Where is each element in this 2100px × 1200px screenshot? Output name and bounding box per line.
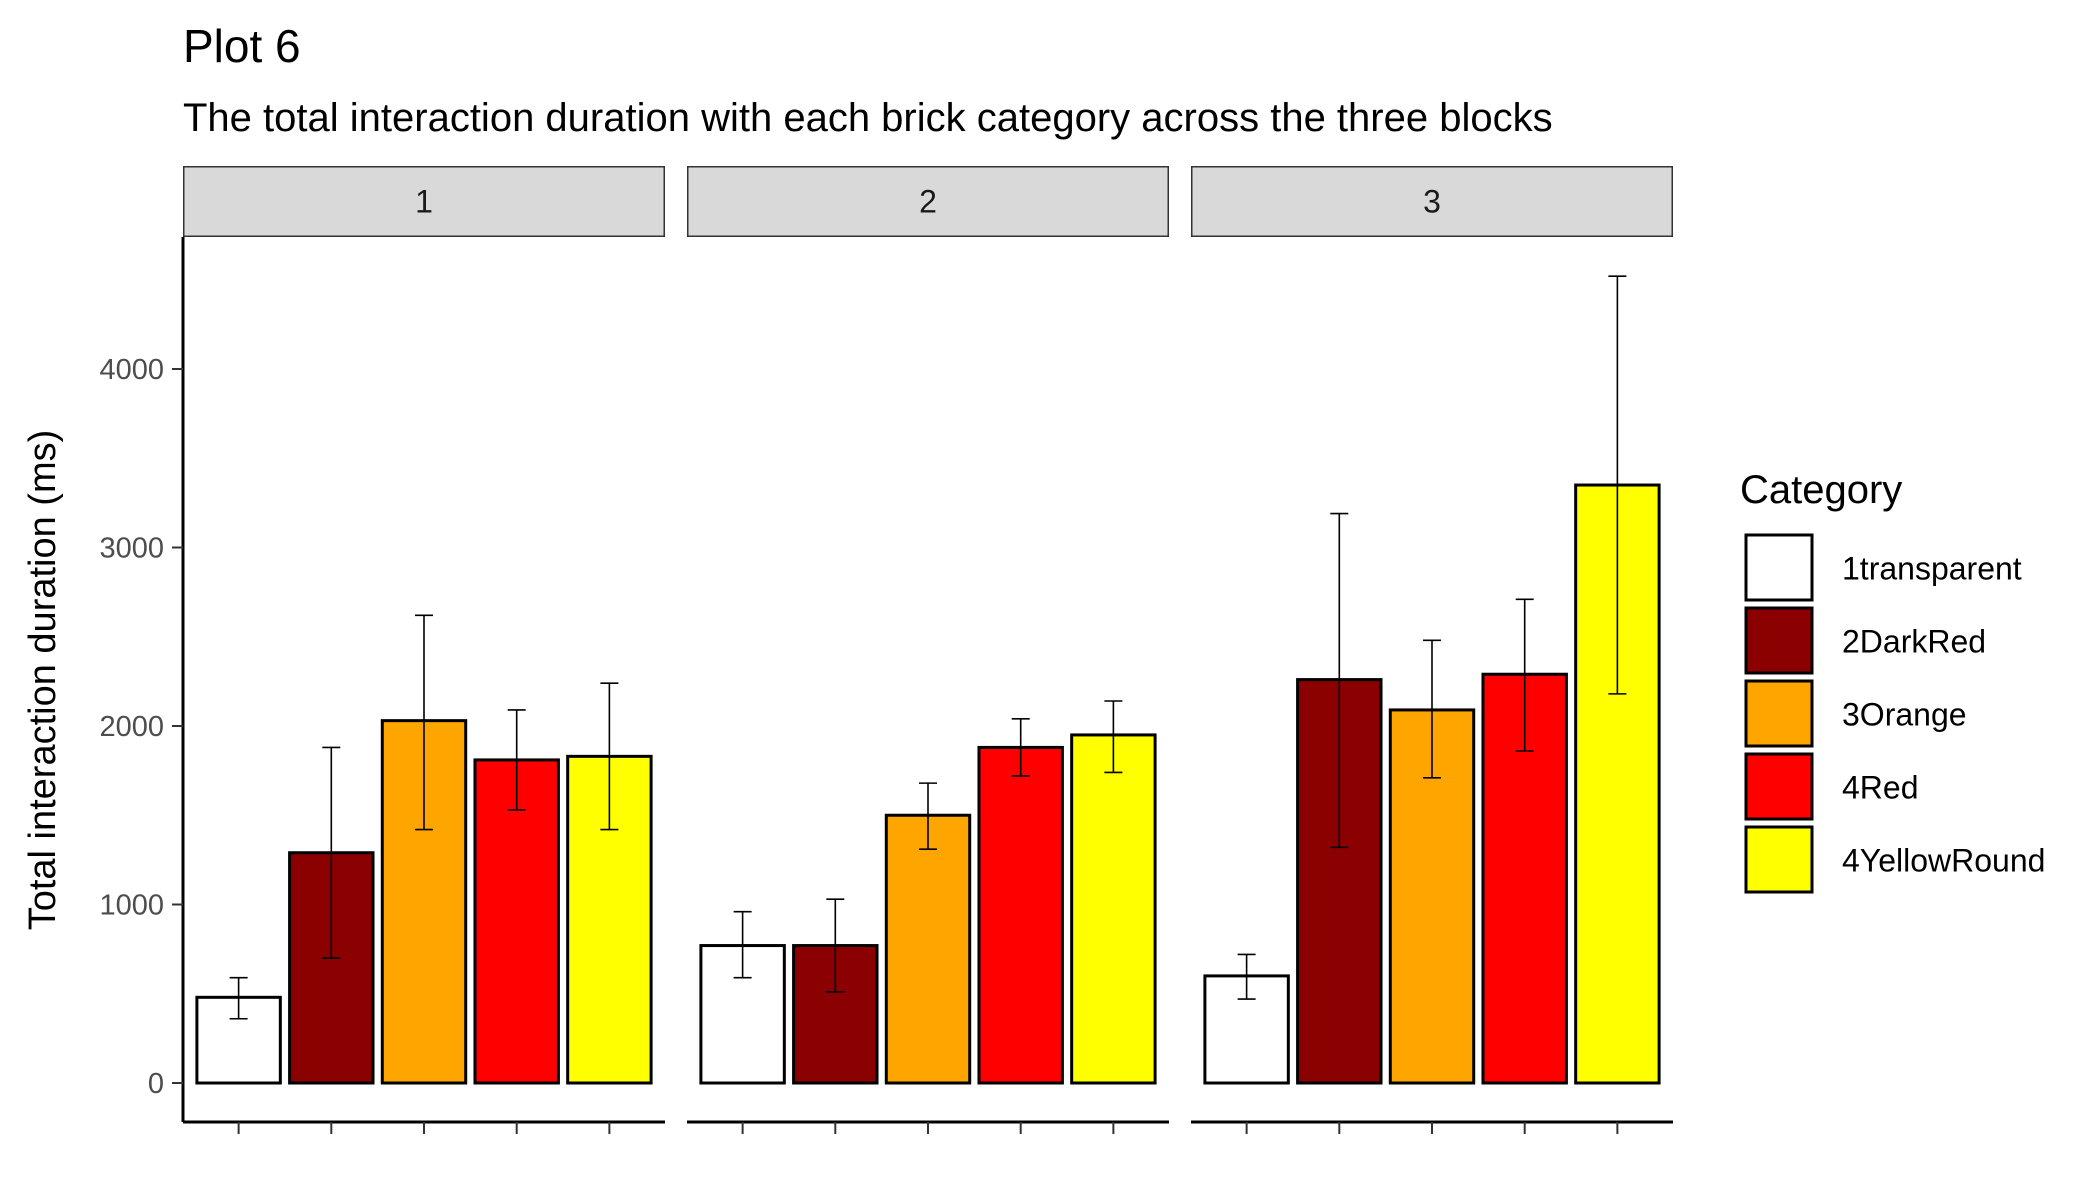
facet-strip xyxy=(1191,166,1673,237)
y-axis: 0 1000 2000 3000 4000 xyxy=(99,237,185,1122)
facet-panel-1: 1 xyxy=(183,166,665,1134)
legend: Category 1transparent 2DarkRed 3Orange 4Red… xyxy=(1740,468,2045,894)
facet-strip-label: 1 xyxy=(415,184,433,220)
chart-subtitle: The total interaction duration with each… xyxy=(183,96,1553,140)
facet-panels: 1 2 3 xyxy=(183,166,1673,1134)
legend-key-4YellowRound xyxy=(1744,825,1814,894)
bar-4Red xyxy=(977,745,1064,1085)
chart-title: Plot 6 xyxy=(183,20,301,72)
facet-strip-label: 2 xyxy=(919,184,937,220)
y-axis-title: Total interaction duration (ms) xyxy=(22,430,64,931)
y-tick-label: 3000 xyxy=(99,533,164,565)
legend-key-1transparent xyxy=(1744,533,1814,602)
legend-label-4YellowRound: 4YellowRound xyxy=(1842,843,2045,879)
facet-strip-label: 3 xyxy=(1423,184,1441,220)
bar-4Red xyxy=(473,758,560,1085)
legend-key-4Red xyxy=(1744,752,1814,821)
facet-strip xyxy=(183,166,665,237)
y-tick-label: 2000 xyxy=(99,711,164,743)
facet-panel-2: 2 xyxy=(687,166,1169,1134)
facet-panel-3: 3 xyxy=(1191,166,1673,1134)
legend-key-2DarkRed xyxy=(1744,606,1814,675)
bar-3Orange xyxy=(1388,708,1476,1085)
y-tick-label: 0 xyxy=(148,1068,164,1100)
facet-strip xyxy=(687,166,1169,237)
legend-label-4Red: 4Red xyxy=(1842,770,1919,806)
legend-label-1transparent: 1transparent xyxy=(1842,551,2022,587)
legend-label-3Orange: 3Orange xyxy=(1842,697,1967,733)
legend-key-3Orange xyxy=(1744,679,1814,748)
bar-4YellowRound xyxy=(1070,733,1157,1085)
legend-label-2DarkRed: 2DarkRed xyxy=(1842,624,1986,660)
legend-title: Category xyxy=(1740,468,1902,512)
bar-3Orange xyxy=(884,813,972,1085)
y-tick-label: 1000 xyxy=(99,890,164,922)
y-tick-label: 4000 xyxy=(99,354,164,386)
